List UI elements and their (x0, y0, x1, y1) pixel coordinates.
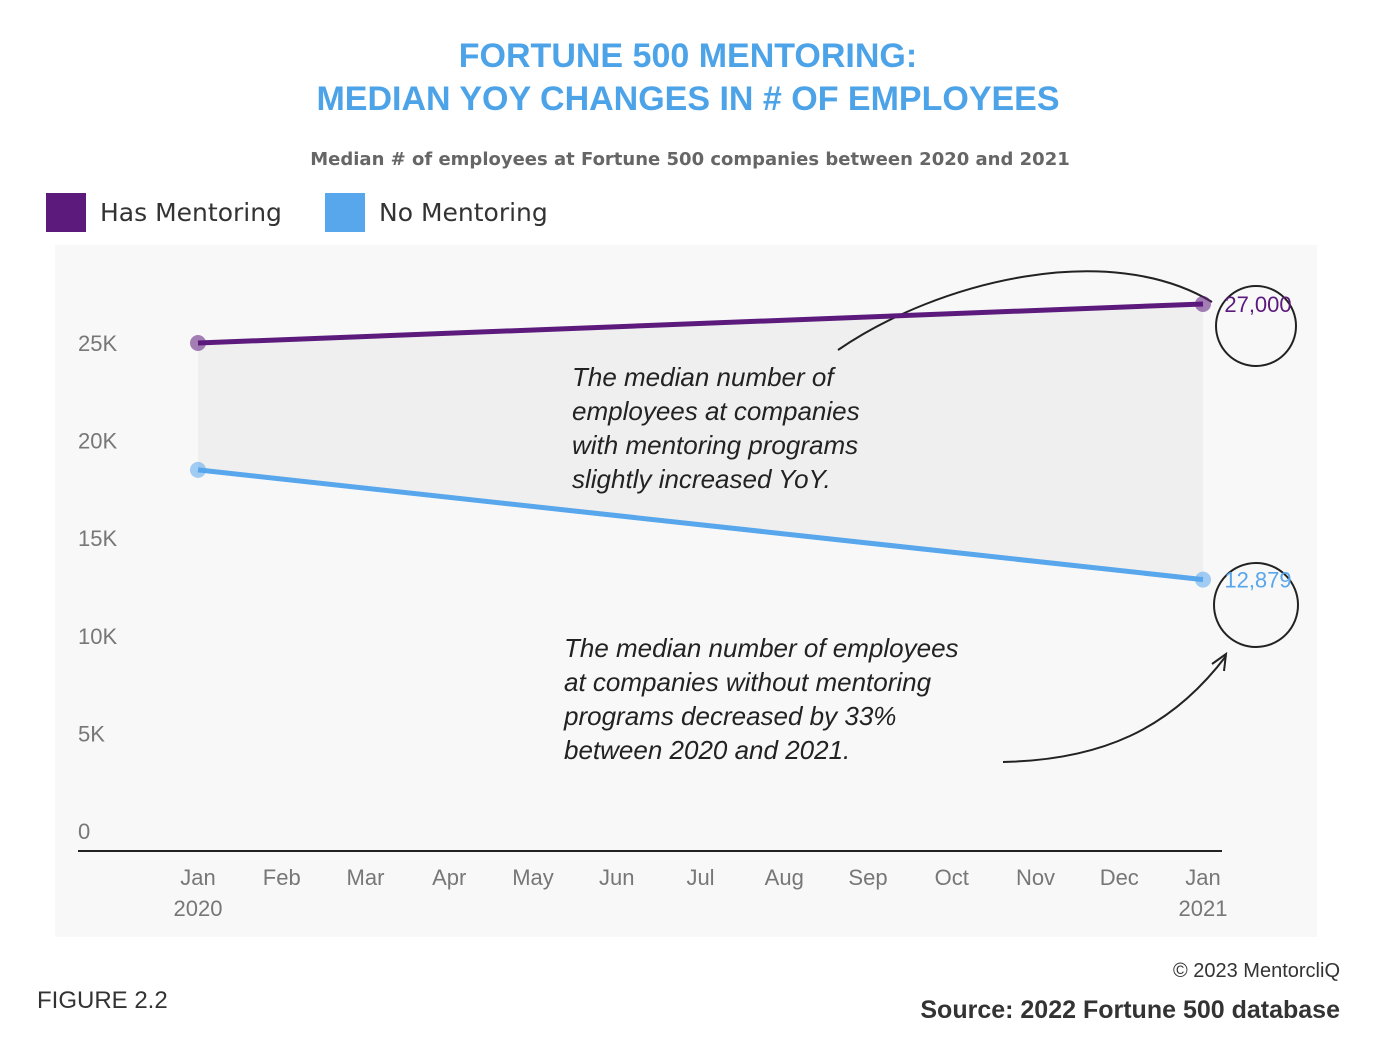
chart-subtitle: Median # of employees at Fortune 500 com… (310, 149, 1070, 170)
x-tick-label: Mar (347, 865, 385, 890)
legend-swatch (325, 193, 365, 232)
x-tick-label: May (512, 865, 554, 890)
arrow (1002, 655, 1227, 763)
annotation: between 2020 and 2021. (564, 735, 850, 765)
legend-label: No Mentoring (379, 198, 548, 227)
y-tick-label: 10K (78, 624, 117, 649)
x-tick-label: Apr (432, 865, 466, 890)
point (190, 461, 206, 478)
y-tick-label: 0 (78, 819, 90, 844)
x-tick-label: Oct (935, 865, 969, 890)
annotation: The median number of (572, 362, 836, 392)
copyright: © 2023 MentorcliQ (1173, 960, 1340, 982)
x-tick-label: Dec (1100, 865, 1139, 890)
x-tick-label: Jun (599, 865, 634, 890)
x-tick-label: Jan 2021 (1179, 865, 1228, 921)
value-label: 27,000 (1224, 292, 1291, 317)
x-tick-label: Jul (686, 865, 714, 890)
legend-label: Has Mentoring (100, 198, 282, 227)
x-tick-label: Sep (848, 865, 887, 890)
chart-title: FORTUNE 500 MENTORING: (459, 37, 917, 75)
figure-label: FIGURE 2.2 (37, 987, 168, 1014)
x-tick-label: Feb (263, 865, 301, 890)
annotation: employees at companies (572, 396, 860, 426)
point (190, 335, 206, 351)
source: Source: 2022 Fortune 500 database (920, 996, 1340, 1024)
point (1195, 295, 1211, 312)
y-tick-label: 25K (78, 331, 117, 356)
line (197, 301, 1204, 346)
arrow (837, 270, 1213, 351)
line (197, 467, 1204, 583)
highlight-circle (1215, 285, 1297, 367)
point (1195, 571, 1211, 588)
y-tick-label: 20K (78, 429, 117, 454)
chart-title: MEDIAN YOY CHANGES IN # OF EMPLOYEES (316, 80, 1059, 118)
highlight-circle (1213, 562, 1299, 648)
x-tick-label: Aug (765, 865, 804, 890)
annotation: with mentoring programs (572, 430, 858, 460)
annotation: at companies without mentoring (564, 667, 932, 697)
annotation: slightly increased YoY. (572, 464, 831, 494)
annotation: programs decreased by 33% (563, 701, 896, 731)
y-tick-label: 15K (78, 526, 117, 551)
x-tick-label: Jan 2020 (174, 865, 223, 921)
annotation: The median number of employees (564, 633, 959, 663)
value-label: 12,879 (1224, 568, 1291, 593)
legend-swatch (46, 193, 86, 232)
area-band (198, 303, 1203, 580)
y-tick-label: 5K (78, 721, 105, 746)
arrow-head (1211, 651, 1228, 672)
x-tick-label: Nov (1016, 865, 1055, 890)
